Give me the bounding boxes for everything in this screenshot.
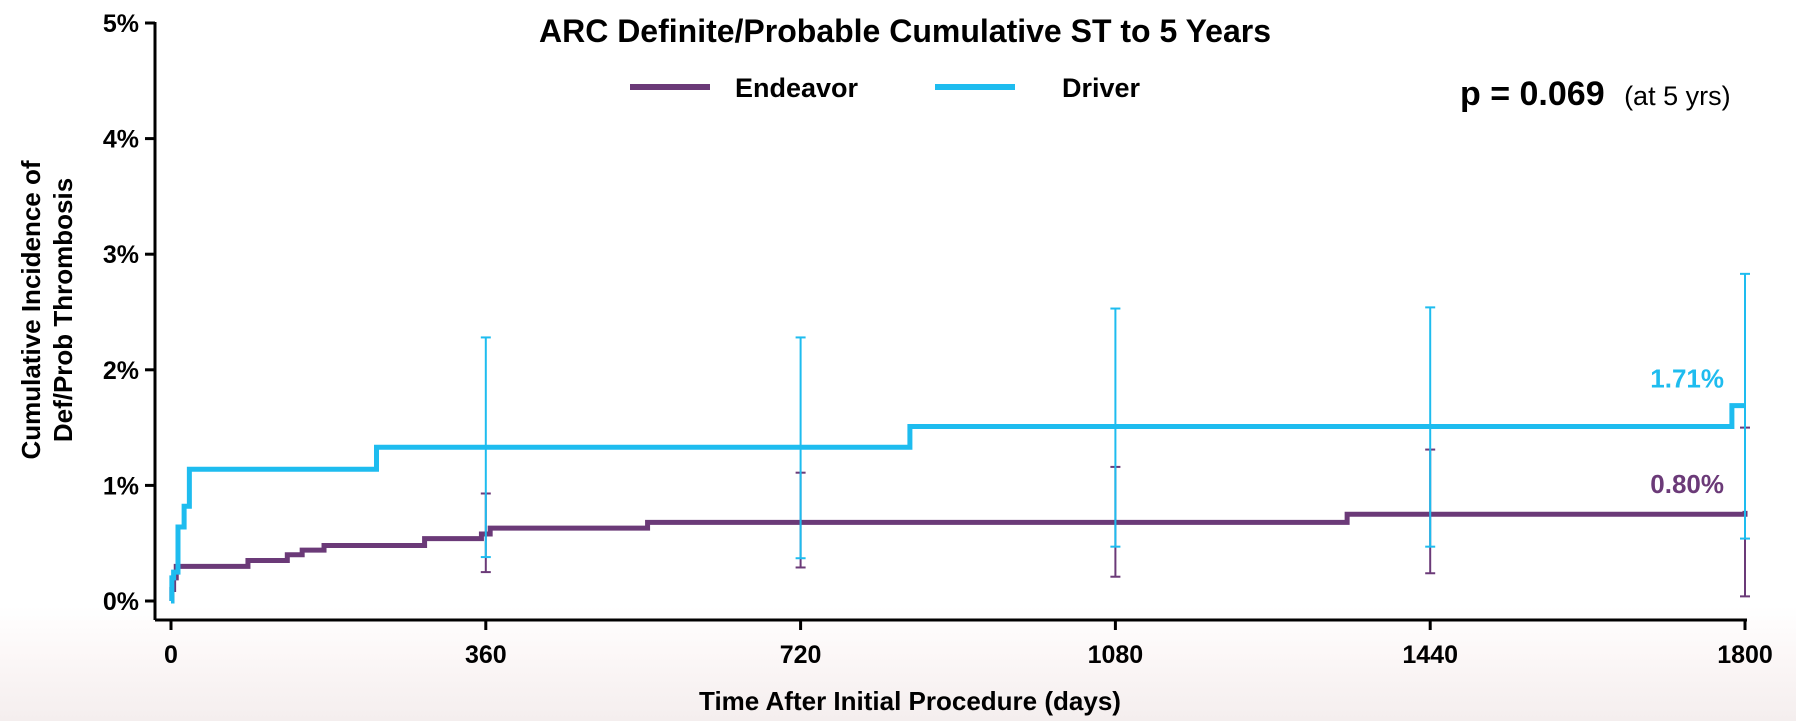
p-value-annotation: p = 0.069 (at 5 yrs)	[1460, 75, 1731, 113]
x-tick-label: 1800	[1717, 641, 1773, 669]
x-tick-label: 360	[465, 641, 507, 669]
plot-area	[169, 272, 1750, 604]
y-tick-label: 0%	[103, 588, 139, 616]
legend-label: Endeavor	[735, 73, 859, 103]
end-labels: 0.80% 1.71%	[1650, 364, 1724, 499]
y-tick-label: 4%	[103, 126, 139, 154]
x-tick-label: 720	[780, 641, 822, 669]
series-endeavor	[169, 426, 1750, 604]
end-value-label: 1.71%	[1650, 364, 1724, 394]
y-tick-label: 1%	[103, 472, 139, 500]
x-tick-label: 1080	[1088, 641, 1144, 669]
y-tick-label: 3%	[103, 241, 139, 269]
legend: Endeavor Driver	[630, 73, 1141, 103]
y-tick-label: 2%	[103, 357, 139, 385]
legend-label: Driver	[1062, 73, 1141, 103]
y-axis-label: Cumulative Incidence of Def/Prob Thrombo…	[16, 160, 78, 459]
series-line	[169, 510, 1748, 604]
axes: 0% 1% 2% 3% 4% 5% 0 360 720 1080 1440 1800	[103, 10, 1773, 669]
chart-title: ARC Definite/Probable Cumulative ST to 5…	[539, 13, 1271, 49]
y-axis-label-line2: Def/Prob Thrombosis	[48, 178, 78, 442]
y-axis-label-line1: Cumulative Incidence of	[16, 160, 46, 459]
end-value-label: 0.80%	[1650, 469, 1724, 499]
x-tick-label: 0	[164, 641, 178, 669]
x-axis-label: Time After Initial Procedure (days)	[699, 686, 1121, 716]
p-value-label: p = 0.069	[1460, 75, 1605, 113]
series-driver	[169, 272, 1750, 604]
p-value-note: (at 5 yrs)	[1624, 81, 1731, 111]
y-tick-label: 5%	[103, 10, 139, 38]
series-line	[169, 403, 1745, 604]
x-tick-label: 1440	[1402, 641, 1458, 669]
